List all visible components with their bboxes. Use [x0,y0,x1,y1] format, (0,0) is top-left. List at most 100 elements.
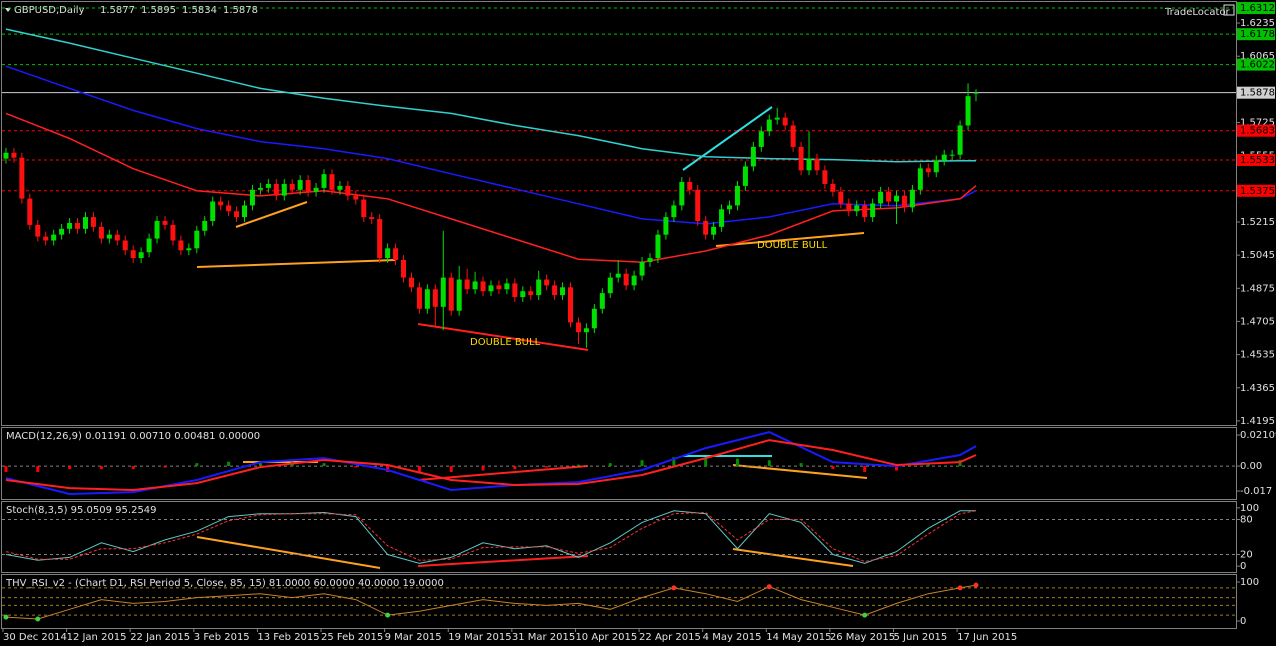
y-tick-label: 0.00 [1240,461,1262,472]
candle-body [170,224,176,241]
histogram-bar [417,466,421,474]
candle-body [106,234,112,239]
candle-body [234,211,240,218]
candle-body [218,201,224,206]
macd-frame [1,427,1237,500]
candle-body [655,234,661,259]
candle-body [59,228,65,235]
indicator-line [5,439,977,492]
rsi-extreme [973,582,979,588]
y-tick-label: 1.6065 [1240,51,1275,62]
rsi-extreme [766,584,772,590]
candle-body [361,199,367,218]
panel-frames [1,1,1237,629]
candle-body [249,189,255,206]
candle-body [408,277,414,288]
candle-body [822,170,828,184]
y-tick-label: 0.02109 [1240,430,1276,441]
candle-body [615,273,621,278]
candle-body [933,160,939,173]
level-box [1237,28,1275,41]
candle-body [178,240,184,251]
candle-body [337,185,343,190]
rsi-extreme [671,585,677,591]
candle-body [353,195,359,200]
candle-body [575,322,581,333]
candle-body [472,281,478,290]
menu-arrow[interactable] [5,8,11,12]
stoch-frame [1,501,1237,573]
candle-body [385,248,391,259]
x-tick-label: 30 Dec 2014 [3,632,67,643]
level-label: 1.6022 [1240,60,1275,71]
candle-body [75,222,81,229]
candle-body [281,183,287,196]
candle-body [377,219,383,259]
histogram-bar [958,460,962,467]
candle-body [329,174,335,190]
candle-body [488,285,494,292]
candle-body [512,283,518,298]
candle-body [226,205,232,212]
quote-value: 1.5834 [182,5,217,16]
candle-body [878,191,884,204]
histogram-bar [195,463,199,467]
candle-body [806,158,812,171]
histogram-bar [513,466,517,470]
candle-body [27,198,33,225]
trendline [417,323,589,351]
candle-body [480,281,486,292]
candle-body [838,191,844,204]
chart-title: GBPUSD,Daily [14,5,85,16]
candle-body [520,291,526,298]
y-tick-label: 1.4875 [1240,283,1275,294]
trendline [417,465,589,481]
histogram-bar [354,466,358,468]
histogram-bar [4,466,8,472]
level-label: 1.6178 [1240,29,1275,40]
candle-body [949,154,955,156]
candle-body [313,187,319,192]
histogram-bar [576,464,580,467]
candle-body [893,195,899,202]
candle-body [623,273,629,286]
candle-body [862,205,868,218]
candle-body [138,252,144,259]
level-label: 1.5533 [1240,155,1275,166]
candle-body [114,234,120,241]
candle-body [19,157,25,199]
candle-body [742,166,748,186]
histogram-bar [322,463,326,467]
candle-body [43,236,49,241]
candle-body [11,152,17,158]
candle-body [98,226,104,239]
candle-body [202,221,208,231]
indicator-line [5,65,977,225]
candle-body [647,258,653,262]
y-tick-label: 1.5725 [1240,118,1275,129]
candle-body [440,277,446,307]
candle-body [194,230,200,249]
candle-body [591,308,597,329]
x-tick-label: 17 Jun 2015 [957,632,1017,643]
trendline [196,536,381,569]
candle-body [51,234,57,241]
candle-body [687,182,693,190]
histogram-bar [863,466,867,472]
candle-body [432,289,438,307]
level-box [1237,86,1275,99]
annotation: DOUBLE BULL [470,337,541,348]
rsi-extreme [3,614,9,620]
candle-body [297,180,303,190]
level-box [1237,124,1275,137]
y-tick-label: 100 [1240,503,1259,514]
trendline [732,464,868,479]
y-tick-label: 1.4365 [1240,383,1275,394]
histogram-bar [163,466,167,468]
locator-icon[interactable] [1223,4,1235,16]
candle-body [798,146,804,171]
candle-body [734,185,740,206]
candle-body [321,174,327,188]
level-box [1237,184,1275,197]
